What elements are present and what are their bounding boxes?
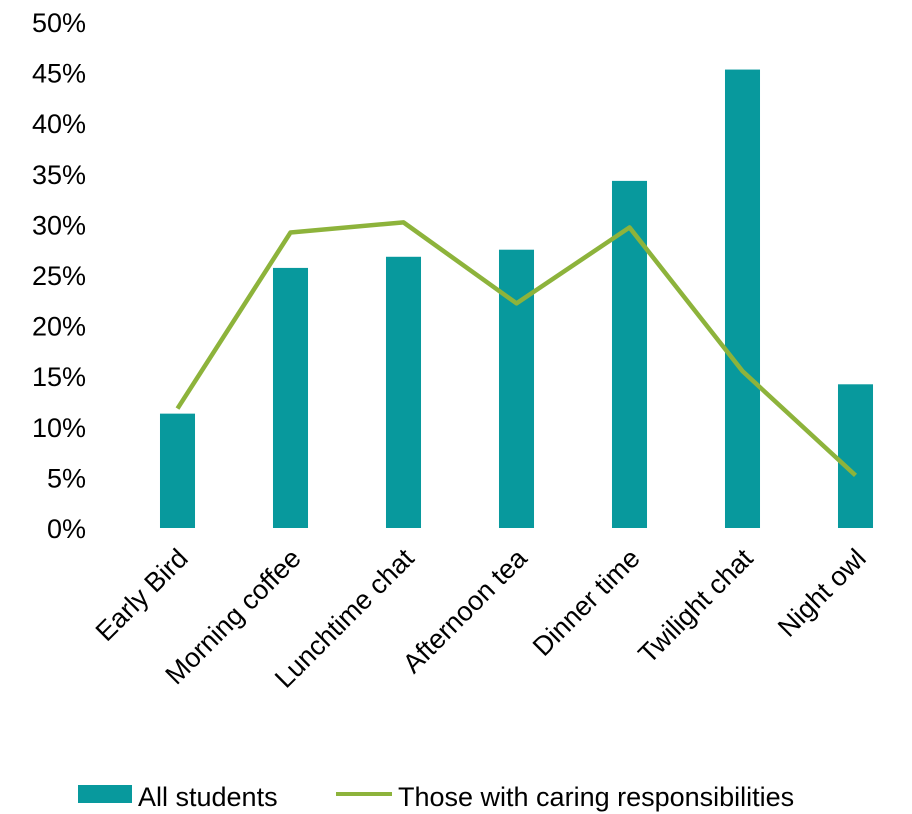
x-tick-label: Night owl bbox=[772, 543, 872, 643]
bar-series-all-students bbox=[159, 69, 874, 529]
y-tick-label: 10% bbox=[32, 413, 86, 443]
bar bbox=[498, 249, 535, 528]
y-tick-label: 20% bbox=[32, 312, 86, 342]
y-tick-label: 35% bbox=[32, 160, 86, 190]
x-tick-label: Dinner time bbox=[527, 543, 646, 662]
y-tick-label: 5% bbox=[47, 463, 86, 493]
y-tick-label: 0% bbox=[47, 514, 86, 544]
y-tick-label: 45% bbox=[32, 59, 86, 89]
bar bbox=[272, 267, 309, 528]
x-tick-label: Early Bird bbox=[90, 543, 194, 647]
bar bbox=[385, 256, 422, 528]
y-tick-label: 15% bbox=[32, 362, 86, 392]
y-axis-tick-labels: 0% 5% 10% 15% 20% 25% 30% 35% 40% 45% 50% bbox=[32, 8, 86, 544]
bar bbox=[611, 180, 648, 528]
bar bbox=[837, 384, 874, 528]
y-tick-label: 50% bbox=[32, 8, 86, 38]
bar bbox=[159, 413, 196, 528]
x-tick-label: Twilight chat bbox=[632, 543, 759, 670]
legend: All students Those with caring responsib… bbox=[78, 782, 794, 812]
legend-label-caring-responsibilities: Those with caring responsibilities bbox=[398, 782, 794, 812]
bar bbox=[724, 69, 761, 529]
legend-swatch-all-students bbox=[78, 785, 132, 803]
line-series-caring-responsibilities bbox=[175, 220, 858, 478]
series-line bbox=[175, 220, 858, 478]
legend-label-all-students: All students bbox=[138, 782, 278, 812]
y-tick-label: 25% bbox=[32, 261, 86, 291]
y-tick-label: 30% bbox=[32, 210, 86, 240]
y-tick-label: 40% bbox=[32, 109, 86, 139]
